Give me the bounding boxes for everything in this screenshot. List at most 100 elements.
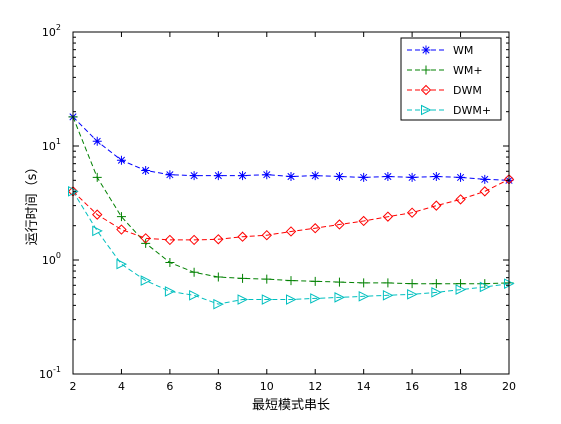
data-point (165, 170, 175, 180)
x-axis-label: 最短模式串长 (252, 398, 330, 413)
data-point (116, 224, 127, 235)
series-dwm (67, 174, 515, 246)
data-point (286, 294, 297, 305)
data-point (237, 294, 249, 305)
data-point (92, 209, 103, 220)
data-point (188, 234, 200, 246)
data-point (238, 171, 248, 181)
y-tick-label: 102 (42, 23, 61, 39)
data-point (456, 172, 466, 182)
data-point (334, 277, 344, 287)
series-wm (68, 112, 514, 185)
y-tick-label: 10-1 (39, 365, 61, 381)
data-point (165, 258, 175, 268)
x-tick-label: 8 (215, 380, 222, 393)
data-point (140, 275, 152, 286)
data-point (286, 172, 296, 182)
legend-marker (421, 104, 432, 116)
data-point (456, 279, 466, 289)
data-point (213, 272, 223, 282)
data-point (407, 172, 417, 182)
data-point (479, 186, 490, 197)
y-tick-label: 100 (42, 251, 61, 267)
legend-label: DWM+ (453, 104, 491, 117)
data-point (237, 231, 248, 242)
data-point (431, 287, 442, 298)
data-point (310, 293, 321, 304)
data-point (479, 281, 491, 293)
x-tick-label: 16 (405, 380, 419, 393)
data-point (334, 292, 346, 303)
data-point (383, 278, 393, 288)
x-tick-label: 2 (70, 380, 77, 393)
legend-item: WM (407, 44, 473, 57)
data-point (213, 234, 224, 245)
data-point (286, 276, 296, 286)
legend: WM WM+ DWM DWM+ (400, 37, 502, 121)
data-point (334, 172, 344, 182)
y-axis-label: 运行时间（s） (25, 161, 40, 246)
data-point (382, 211, 394, 222)
legend-item: DWM (407, 84, 482, 97)
data-point (406, 207, 418, 218)
data-point (334, 219, 345, 230)
data-point (116, 155, 126, 165)
data-point (140, 233, 151, 244)
data-point (238, 273, 248, 283)
data-point (141, 165, 151, 175)
legend-marker (421, 45, 431, 55)
x-tick-label: 10 (260, 380, 274, 393)
data-point (359, 278, 369, 288)
data-point (431, 172, 441, 182)
data-point (310, 223, 321, 234)
data-point (261, 294, 273, 305)
series-layer (67, 112, 515, 310)
data-point (116, 258, 128, 270)
x-tick-label: 6 (166, 380, 173, 393)
x-tick-label: 14 (357, 380, 371, 393)
legend-label: WM (453, 44, 473, 57)
legend-box (400, 37, 502, 121)
data-point (92, 225, 103, 237)
data-point (358, 291, 370, 302)
legend-label: DWM (453, 84, 482, 97)
data-point (285, 226, 297, 237)
data-point (407, 279, 417, 289)
legend-item: WM+ (407, 64, 483, 77)
data-point (116, 212, 126, 222)
data-point (407, 289, 418, 300)
data-point (189, 290, 200, 301)
data-point (189, 267, 199, 277)
data-point (92, 172, 102, 182)
data-point (310, 276, 320, 286)
data-point (455, 194, 466, 205)
series-line (72, 191, 510, 305)
data-point (455, 284, 467, 295)
x-tick-label: 4 (118, 380, 125, 393)
data-point (310, 171, 320, 181)
series-line (72, 178, 510, 241)
data-point (213, 298, 224, 310)
data-point (358, 215, 369, 227)
data-point (261, 229, 272, 241)
axes-layer: 2 4 6 8 10 12 14 16 18 20 10-1 100 101 102 (39, 23, 516, 393)
data-point (262, 170, 272, 180)
legend-item: DWM+ (407, 104, 491, 117)
data-point (431, 200, 442, 211)
data-point (262, 274, 272, 284)
data-point (92, 136, 102, 146)
data-point (382, 290, 394, 301)
plot-frame (72, 31, 510, 375)
data-point (164, 234, 176, 246)
data-point (213, 171, 223, 181)
data-point (480, 174, 490, 184)
data-point (164, 286, 176, 297)
data-point (431, 279, 441, 289)
data-point (189, 171, 199, 181)
y-tick-label: 101 (42, 137, 61, 153)
legend-marker (420, 84, 432, 96)
x-tick-label: 12 (308, 380, 322, 393)
data-point (359, 172, 369, 182)
